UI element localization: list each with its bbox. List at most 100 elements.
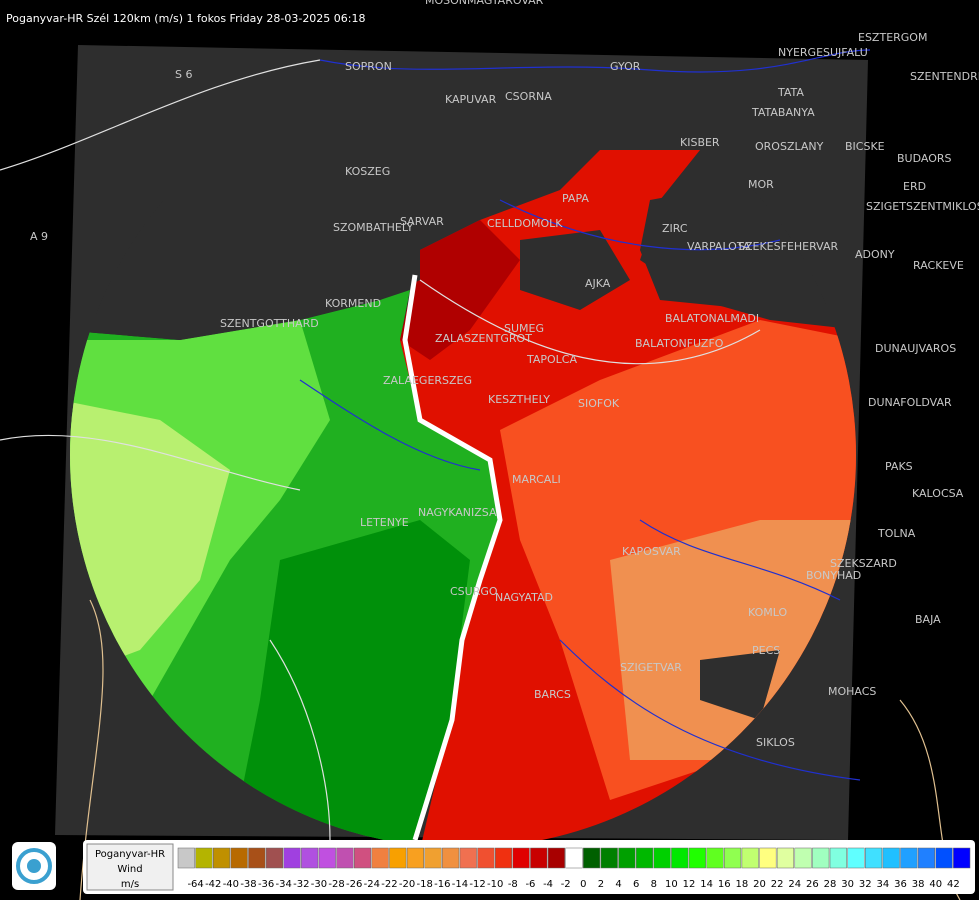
city-label: KORMEND xyxy=(325,297,381,310)
legend-swatch xyxy=(600,847,618,869)
road-label: S 6 xyxy=(175,68,192,81)
legend-swatch xyxy=(371,847,389,869)
legend-scale-label: 12 xyxy=(683,879,696,890)
legend-scale-label: 24 xyxy=(788,879,801,890)
legend-scale-label: 42 xyxy=(947,879,960,890)
city-label: DUNAUJVAROS xyxy=(875,342,956,355)
legend-swatch xyxy=(865,847,883,869)
legend-swatch xyxy=(389,847,407,869)
city-label: OROSZLANY xyxy=(755,140,824,153)
legend-swatch xyxy=(812,847,830,869)
echo-boundary xyxy=(402,274,503,841)
city-label: CELLDOMOLK xyxy=(487,217,563,230)
city-label: SIKLOS xyxy=(756,736,795,749)
legend-scale-label: -8 xyxy=(508,879,518,890)
city-label: TATABANYA xyxy=(751,106,815,119)
legend-scale-label: -28 xyxy=(328,879,344,890)
legend-swatch xyxy=(759,847,777,869)
legend-scale-label: -42 xyxy=(205,879,221,890)
legend-swatch xyxy=(618,847,636,869)
city-label: SOPRON xyxy=(345,60,392,73)
city-label: ZALASZENTGROT xyxy=(435,332,532,345)
city-label: ESZTERGOM xyxy=(858,31,927,44)
city-label: SZIGETSZENTMIKLOS xyxy=(866,200,979,213)
city-label: SARVAR xyxy=(400,215,444,228)
legend-unit: m/s xyxy=(121,879,139,890)
legend-scale-label: 40 xyxy=(929,879,942,890)
legend-scale-label: -4 xyxy=(543,879,553,890)
legend-scale-label: -14 xyxy=(452,879,468,890)
legend-scale-label: -6 xyxy=(525,879,535,890)
legend-scale-label: 30 xyxy=(841,879,854,890)
city-label: SUMEG xyxy=(504,322,544,335)
legend-swatch xyxy=(565,847,583,869)
city-label: GYOR xyxy=(610,60,641,73)
legend-swatch xyxy=(847,847,865,869)
city-label: SZEKESFEHERVAR xyxy=(738,240,839,253)
legend-scale-label: -30 xyxy=(311,879,327,890)
legend-scale-label: -20 xyxy=(399,879,415,890)
city-label: ADONY xyxy=(855,248,895,261)
legend-swatch xyxy=(424,847,442,869)
legend-swatch xyxy=(318,847,336,869)
legend-swatch xyxy=(706,847,724,869)
city-label: SIOFOK xyxy=(578,397,620,410)
city-label: LETENYE xyxy=(360,516,409,529)
legend-station: Poganyvar-HR xyxy=(95,849,165,860)
road-label: A 9 xyxy=(30,230,48,243)
city-label: VARPALOTA xyxy=(687,240,751,253)
city-label: TATA xyxy=(777,86,804,99)
city-label: SZOMBATHELY xyxy=(333,221,413,234)
legend-swatch xyxy=(195,847,213,869)
city-label: SZEKSZARD xyxy=(830,557,897,570)
legend-quantity: Wind xyxy=(117,864,142,875)
legend-scale-label: 36 xyxy=(894,879,907,890)
city-label: NAGYKANIZSA xyxy=(418,506,497,519)
city-label: TOLNA xyxy=(877,527,916,540)
legend-swatch xyxy=(776,847,795,869)
legend-swatch xyxy=(900,847,918,869)
city-label: SZENTENDRE xyxy=(910,70,979,83)
city-label: RACKEVE xyxy=(913,259,964,272)
legend-swatch xyxy=(724,847,742,869)
legend-scale-label: 14 xyxy=(700,879,713,890)
legend-scale-label: -2 xyxy=(561,879,571,890)
legend-scale-label: -10 xyxy=(487,879,503,890)
city-label: BUDAORS xyxy=(897,152,952,165)
echo-empty xyxy=(520,230,630,310)
legend-scale-label: 32 xyxy=(859,879,872,890)
legend-swatch xyxy=(459,847,477,869)
city-label: KESZTHELY xyxy=(488,393,550,406)
city-label: ZIRC xyxy=(662,222,688,235)
city-label: SZENTGOTTHARD xyxy=(220,317,319,330)
city-label: DUNAFOLDVAR xyxy=(868,396,952,409)
city-label: BALATONALMADI xyxy=(665,312,759,325)
legend-swatch xyxy=(177,847,195,869)
legend-swatch xyxy=(512,847,530,869)
city-label: CSORNA xyxy=(505,90,552,103)
legend-swatch xyxy=(406,847,424,869)
legend-scale-label: 8 xyxy=(651,879,657,890)
legend-swatch xyxy=(265,847,283,869)
legend-swatch xyxy=(953,847,971,869)
legend-scale-label: 20 xyxy=(753,879,766,890)
legend-scale-label: -64 xyxy=(187,879,203,890)
legend-scale-label: -22 xyxy=(381,879,397,890)
city-label: CSURGO xyxy=(450,585,498,598)
legend-scale-label: -36 xyxy=(258,879,274,890)
legend-scale-label: 22 xyxy=(771,879,784,890)
legend-scale-label: 2 xyxy=(598,879,604,890)
echo-dark-red xyxy=(400,220,520,360)
city-label: KISBER xyxy=(680,136,720,149)
legend-swatch xyxy=(653,847,671,869)
city-label: KOSZEG xyxy=(345,165,390,178)
city-label: BICSKE xyxy=(845,140,885,153)
legend-scale-label: 18 xyxy=(736,879,749,890)
legend-scale-label: -26 xyxy=(346,879,362,890)
radar-echoes xyxy=(70,150,856,848)
title: Poganyvar-HR Szél 120km (m/s) 1 fokos Fr… xyxy=(6,12,366,25)
city-label: KAPUVAR xyxy=(445,93,497,106)
legend-swatch xyxy=(336,847,354,869)
city-label: BONYHAD xyxy=(806,569,861,582)
city-label: PAKS xyxy=(885,460,913,473)
